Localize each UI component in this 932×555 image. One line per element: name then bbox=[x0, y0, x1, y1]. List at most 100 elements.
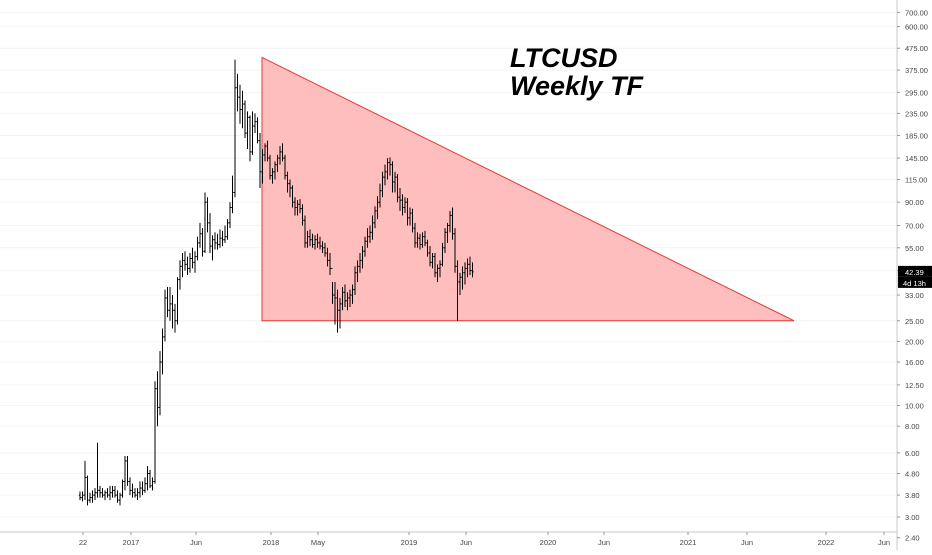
ohlc-bar bbox=[386, 158, 389, 180]
ohlc-bar bbox=[113, 485, 117, 498]
ohlc-bar bbox=[436, 264, 439, 283]
ohlc-bar bbox=[466, 258, 469, 278]
ohlc-bar bbox=[331, 267, 334, 304]
ohlc-bar bbox=[231, 175, 234, 214]
ohlc-bar bbox=[121, 479, 124, 498]
price-tick-label: 55.00 bbox=[905, 244, 924, 253]
ohlc-bar bbox=[181, 252, 184, 278]
ohlc-bar bbox=[261, 148, 264, 184]
ohlc-bar bbox=[251, 111, 254, 155]
ohlc-bar bbox=[313, 235, 317, 250]
ohlc-bar bbox=[323, 242, 327, 257]
ohlc-bar bbox=[316, 233, 319, 248]
ohlc-bar bbox=[453, 228, 457, 273]
ohlc-bar bbox=[206, 197, 209, 233]
ohlc-bar bbox=[461, 266, 464, 290]
price-axis[interactable]: 700.00 600.00 475.00 375.00 295.00 235.00 185.… bbox=[896, 0, 928, 550]
price-tick-label: 4.80 bbox=[905, 469, 920, 478]
chart-title: LTCUSD bbox=[510, 43, 618, 73]
ohlc-bar bbox=[403, 197, 407, 214]
price-tick-label: 6.00 bbox=[905, 449, 920, 458]
ohlc-bar bbox=[368, 225, 372, 243]
time-tick-label: Jun bbox=[460, 538, 472, 547]
time-tick-label: 2021 bbox=[680, 538, 697, 547]
ohlc-bar bbox=[196, 236, 199, 261]
ohlc-bar bbox=[408, 207, 412, 226]
ohlc-bar bbox=[148, 469, 152, 489]
ohlc-bar bbox=[271, 168, 274, 184]
ohlc-bar bbox=[443, 228, 447, 253]
ohlc-bar bbox=[468, 256, 472, 275]
ohlc-bar bbox=[441, 242, 444, 267]
time-tick-label: 2019 bbox=[401, 538, 418, 547]
ohlc-bar bbox=[438, 260, 442, 278]
ohlc-bar bbox=[423, 230, 427, 247]
price-tick-label: 70.00 bbox=[905, 221, 924, 230]
descending-triangle bbox=[261, 56, 795, 322]
ohlc-bar bbox=[416, 232, 419, 248]
ohlc-bar bbox=[448, 210, 452, 233]
ohlc-bar bbox=[333, 282, 337, 325]
ohlc-bar bbox=[126, 455, 129, 486]
ohlc-bar bbox=[141, 481, 144, 496]
ohlc-bar bbox=[161, 328, 164, 375]
ohlc-bar bbox=[98, 485, 102, 498]
ohlc-bar bbox=[151, 477, 154, 491]
ohlc-bar bbox=[238, 84, 242, 124]
ohlc-bar bbox=[228, 202, 232, 229]
ohlc-bar bbox=[338, 297, 342, 329]
ohlc-bar bbox=[131, 483, 134, 498]
price-tick-label: 25.00 bbox=[905, 317, 924, 326]
ohlc-bar bbox=[376, 196, 379, 220]
ohlc-bar bbox=[263, 143, 267, 162]
ohlc-bar bbox=[123, 455, 127, 491]
ohlc-bar bbox=[378, 183, 382, 208]
ohlc-bar bbox=[91, 490, 94, 503]
ohlc-bar bbox=[283, 154, 287, 180]
price-tick-label: 115.00 bbox=[905, 176, 927, 185]
ohlc-bar bbox=[398, 187, 402, 211]
time-tick-label: 22 bbox=[79, 538, 87, 547]
ohlc-bar bbox=[328, 252, 332, 275]
price-badges: 42.39 4d 13h bbox=[898, 265, 932, 288]
ohlc-bar bbox=[413, 222, 417, 248]
price-tick-label: 2.40 bbox=[905, 534, 920, 543]
time-tick-label: 2018 bbox=[263, 538, 280, 547]
ohlc-bar bbox=[158, 351, 162, 416]
ohlc-bar bbox=[211, 235, 214, 261]
ohlc-bar bbox=[428, 246, 432, 267]
time-tick-label: Jun bbox=[878, 538, 890, 547]
ohlc-bar bbox=[303, 215, 307, 248]
price-tick-label: 10.00 bbox=[905, 402, 924, 411]
ohlc-bar bbox=[111, 485, 114, 498]
time-axis[interactable]: 22 2017 Jun 2018 May 2019 Jun 2020 Jun 2021 Jun 202… bbox=[0, 531, 897, 547]
ohlc-bar bbox=[431, 252, 434, 269]
ohlc-bar bbox=[78, 491, 82, 501]
ohlc-bar bbox=[208, 213, 212, 253]
ohlc-bar bbox=[143, 477, 147, 493]
ohlc-bar bbox=[193, 251, 197, 273]
ohlc-bar bbox=[268, 154, 272, 180]
ohlc-bar bbox=[281, 143, 284, 162]
ohlc-bar bbox=[166, 287, 169, 318]
ohlc-bar bbox=[253, 113, 257, 134]
ohlc-bar bbox=[256, 117, 259, 144]
ohlc-bar bbox=[246, 111, 249, 149]
ohlc-bar bbox=[103, 490, 107, 501]
ohlc-bar bbox=[308, 229, 312, 247]
ohlc-bar bbox=[288, 179, 292, 198]
ohlc-bar bbox=[178, 260, 182, 290]
ohlc-bar bbox=[248, 115, 252, 162]
ohlc-bar bbox=[406, 198, 409, 226]
ohlc-bar bbox=[198, 222, 202, 248]
ohlc-bar bbox=[226, 219, 229, 240]
ohlc-bar bbox=[171, 295, 174, 329]
ohlc-bar bbox=[163, 289, 167, 342]
price-tick-label: 600.00 bbox=[905, 23, 928, 32]
price-tick-label: 235.00 bbox=[905, 109, 928, 118]
ohlc-bar bbox=[201, 228, 204, 257]
ohlc-bar bbox=[218, 229, 222, 248]
ohlc-bar bbox=[451, 207, 454, 240]
